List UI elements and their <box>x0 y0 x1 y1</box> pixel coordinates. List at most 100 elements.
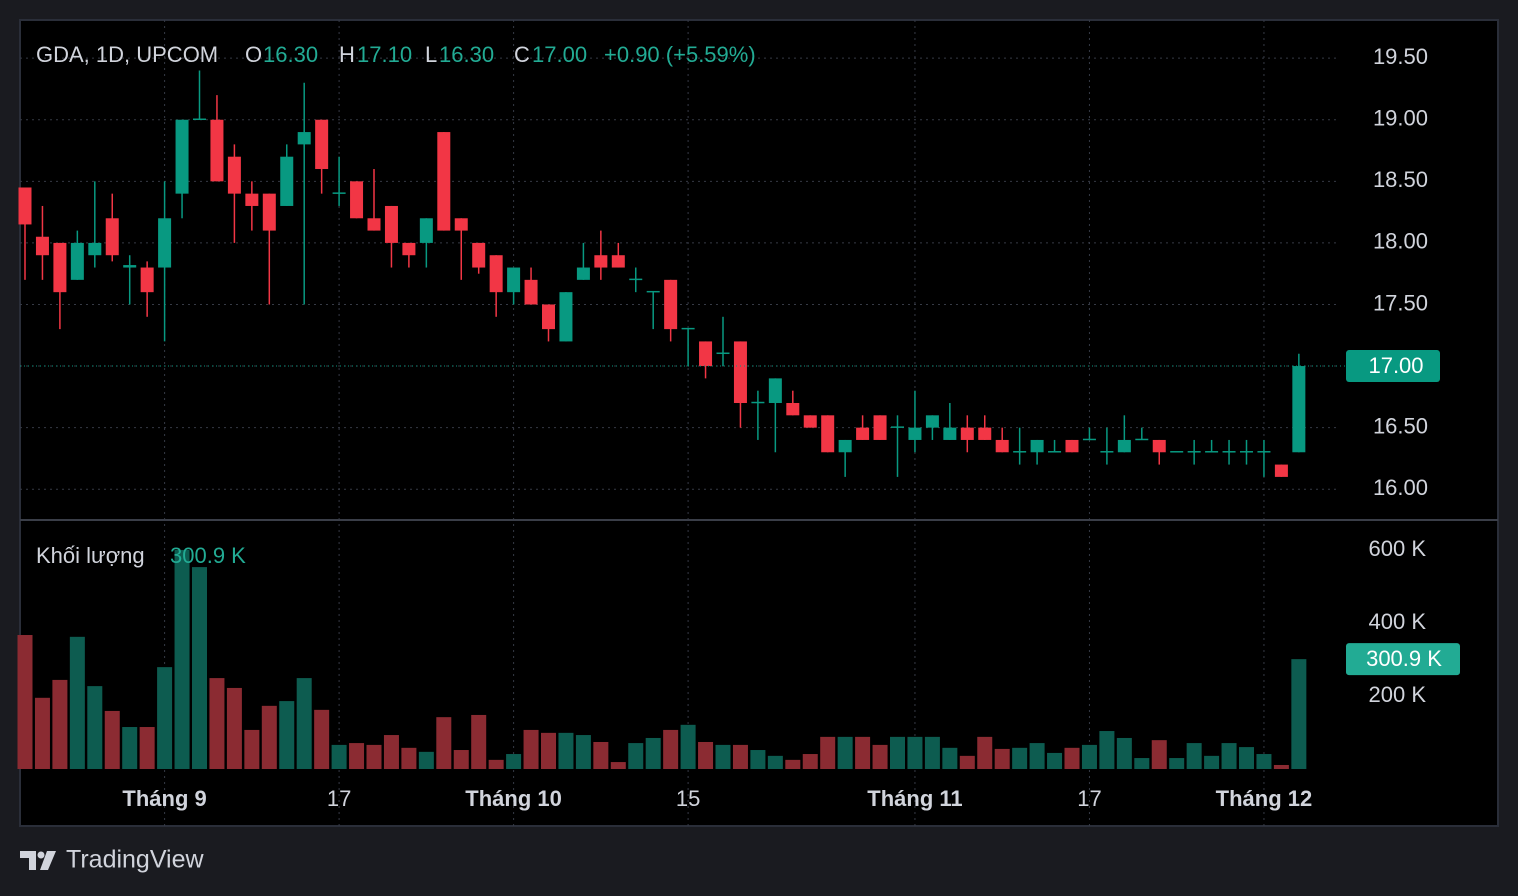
last-volume-tag <box>1346 643 1460 676</box>
symbol: GDA, 1D, UPCOM <box>36 42 218 67</box>
open-label: O <box>245 42 262 67</box>
volume-bar <box>1012 747 1028 769</box>
y-tick-label: 19.50 <box>1373 44 1428 69</box>
volume-bar <box>471 714 487 769</box>
volume-bar <box>837 736 853 769</box>
volume-tick-label: 200 K <box>1369 682 1427 707</box>
volume-bar <box>436 717 452 769</box>
last-price-tag <box>1346 350 1440 383</box>
volume-bar <box>593 741 609 769</box>
volume-bar <box>261 705 277 769</box>
volume-bar <box>174 549 190 769</box>
volume-bar <box>820 736 836 769</box>
volume-tick-label: 600 K <box>1369 536 1427 561</box>
volume-bar <box>1151 740 1167 769</box>
volume-bar <box>645 737 661 769</box>
candle-body <box>1257 451 1271 453</box>
candle-body <box>245 193 259 206</box>
volume-bar <box>209 678 225 769</box>
volume-bar <box>1256 754 1272 769</box>
x-tick-label: 17 <box>327 786 351 811</box>
candle-body <box>995 439 1009 453</box>
volume-bar <box>977 736 993 769</box>
volume-bar <box>383 735 399 769</box>
candle-body <box>786 403 800 416</box>
candle-body <box>1117 439 1131 453</box>
volume-bar <box>628 743 644 769</box>
candle-body <box>193 118 206 121</box>
volume-bar <box>872 744 888 769</box>
candle-body <box>960 427 974 440</box>
volume-bar <box>907 736 923 769</box>
candle-body <box>856 427 870 440</box>
candle-body <box>227 156 241 194</box>
candle-body <box>891 426 904 428</box>
candle-body <box>908 427 922 440</box>
candle-body <box>332 192 346 194</box>
volume-bar <box>453 750 469 769</box>
candle-body <box>803 415 817 428</box>
volume-bar <box>1081 744 1097 769</box>
candle-body <box>646 290 660 293</box>
volume-bar <box>401 747 417 769</box>
candle-body <box>978 427 992 440</box>
candle-body <box>542 304 555 330</box>
volume-bar <box>1134 758 1150 769</box>
y-tick-label: 18.00 <box>1373 229 1428 254</box>
candle-body <box>681 327 695 330</box>
volume-bar <box>924 736 940 769</box>
candle-body <box>524 279 538 305</box>
volume-title: Khối lượng <box>36 543 145 568</box>
volume-bar <box>52 679 68 769</box>
candle-body <box>699 341 713 367</box>
volume-bar <box>890 736 905 769</box>
candle-body <box>733 341 747 404</box>
volume-bar <box>488 759 504 769</box>
volume-tick-label: 400 K <box>1369 609 1427 634</box>
x-tick-label: 17 <box>1077 786 1101 811</box>
change-value: +0.90 (+5.59%) <box>604 42 756 67</box>
candle-body <box>297 132 311 145</box>
brand-name: TradingView <box>66 846 205 874</box>
candle-body <box>716 352 730 355</box>
candle-body <box>262 193 276 231</box>
volume-bar <box>994 748 1010 769</box>
volume-bar <box>610 762 626 769</box>
candle-body <box>105 218 119 256</box>
volume-bar <box>785 759 801 769</box>
candle-body <box>1187 451 1201 453</box>
high-label: H <box>339 42 355 67</box>
x-tick-label: Tháng 9 <box>122 786 206 811</box>
volume-bar <box>855 736 871 769</box>
candle-body <box>175 119 189 194</box>
volume-bar <box>122 727 138 769</box>
candle-body <box>315 119 329 170</box>
low-label: L <box>425 42 437 67</box>
candle-body <box>70 242 84 280</box>
volume-bar <box>296 678 312 769</box>
candle-body <box>123 265 137 268</box>
candle-body <box>1048 451 1062 453</box>
candle-body <box>1274 464 1288 477</box>
candle-body <box>489 255 503 293</box>
y-tick-label: 16.50 <box>1373 413 1428 438</box>
volume-bar <box>541 732 556 769</box>
x-tick-label: Tháng 11 <box>867 786 962 811</box>
volume-bar <box>226 687 242 769</box>
volume-bar <box>69 636 85 769</box>
candle-body <box>838 439 852 453</box>
high-value: 17.10 <box>357 42 412 67</box>
candle-body <box>594 255 608 268</box>
volume-bar <box>942 747 958 769</box>
volume-bar <box>1186 743 1202 769</box>
candle-body <box>384 205 398 243</box>
volume-bar <box>1029 743 1045 769</box>
brand-logo <box>20 851 56 870</box>
volume-bar <box>1204 755 1220 769</box>
last-price-label: 17.00 <box>1368 353 1423 378</box>
volume-bar <box>1047 752 1063 769</box>
volume-bar <box>139 727 155 769</box>
last-volume-label: 300.9 K <box>1366 646 1442 671</box>
candle-body <box>611 255 625 268</box>
